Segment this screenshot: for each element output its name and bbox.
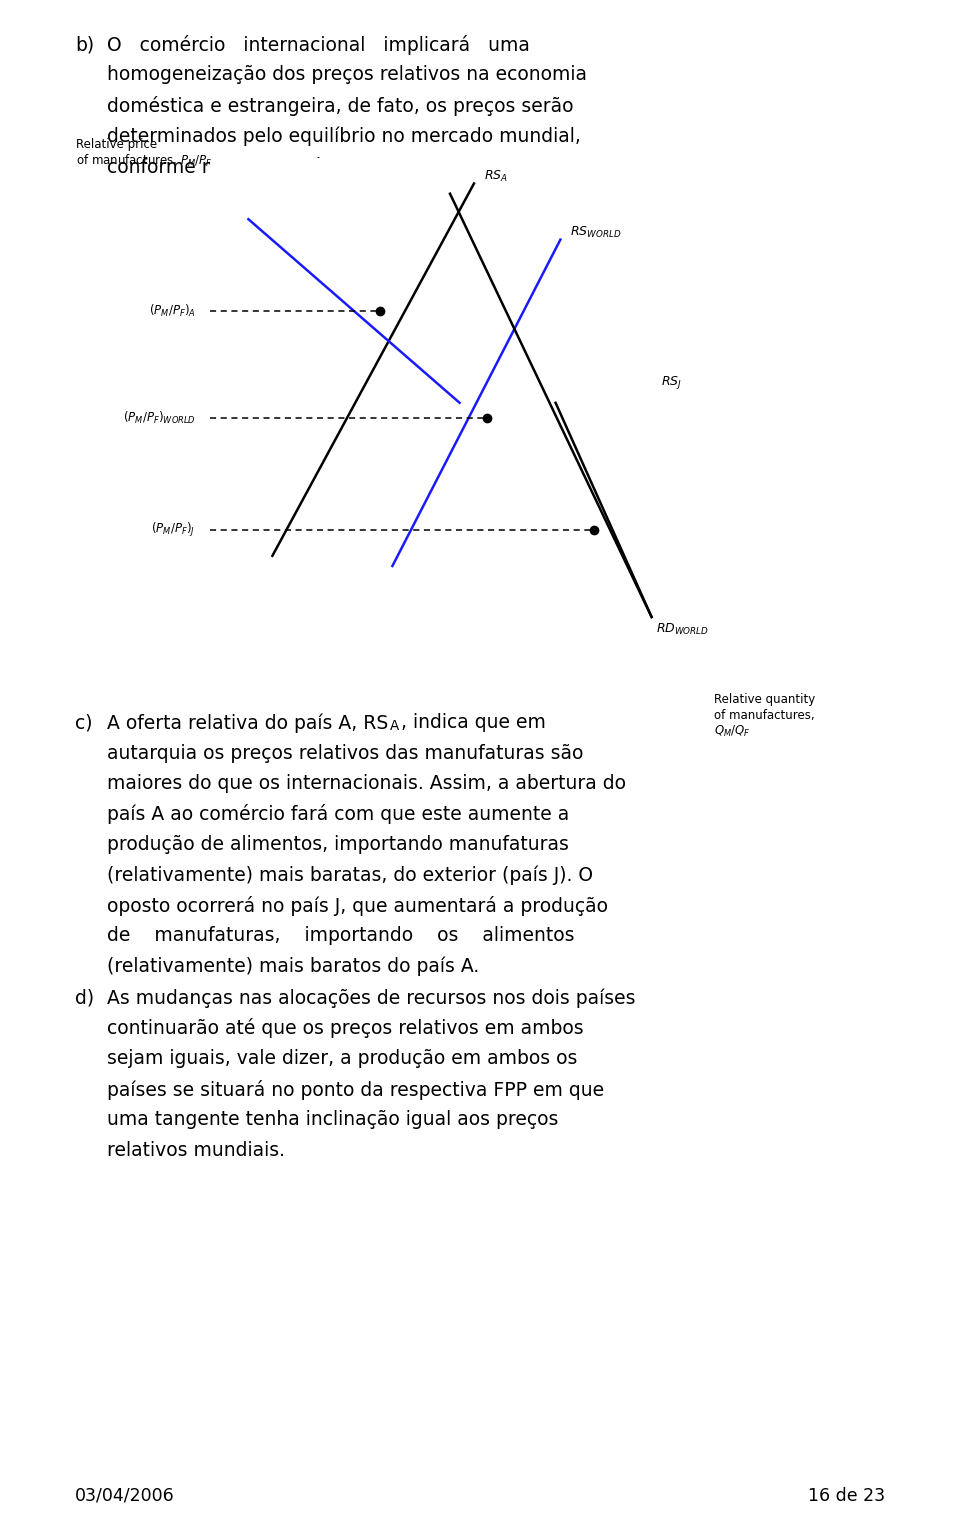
Text: $(P_M/P_F)_A$: $(P_M/P_F)_A$ [149,303,196,318]
Text: 03/04/2006: 03/04/2006 [75,1486,175,1505]
Text: de    manufaturas,    importando    os    alimentos: de manufaturas, importando os alimentos [107,926,574,946]
Text: produção de alimentos, importando manufaturas: produção de alimentos, importando manufa… [107,835,569,854]
Text: determinados pelo equilíbrio no mercado mundial,: determinados pelo equilíbrio no mercado … [107,126,581,146]
Text: Relative quantity
of manufactures,
$Q_M$/$Q_F$: Relative quantity of manufactures, $Q_M$… [714,693,815,739]
Text: autarquia os preços relativos das manufaturas são: autarquia os preços relativos das manufa… [107,743,584,763]
Text: , indica que em: , indica que em [401,713,546,733]
Text: $RD_{WORLD}$: $RD_{WORLD}$ [657,621,709,637]
Text: $RS_{WORLD}$: $RS_{WORLD}$ [570,224,621,239]
Text: oposto ocorrerá no país J, que aumentará a produção: oposto ocorrerá no país J, que aumentará… [107,896,608,915]
Text: $(P_M/P_F)_J$: $(P_M/P_F)_J$ [152,521,196,539]
Text: 16 de 23: 16 de 23 [808,1486,885,1505]
Text: relativos mundiais.: relativos mundiais. [107,1141,285,1159]
Text: $RS_A$: $RS_A$ [484,169,508,183]
Text: O   comércio   internacional   implicará   uma: O comércio internacional implicará uma [107,35,530,55]
Text: d): d) [75,988,94,1007]
Text: maiores do que os internacionais. Assim, a abertura do: maiores do que os internacionais. Assim,… [107,774,626,793]
Text: A oferta relativa do país A, RS: A oferta relativa do país A, RS [107,713,388,733]
Text: sejam iguais, vale dizer, a produção em ambos os: sejam iguais, vale dizer, a produção em … [107,1049,577,1068]
Text: país A ao comércio fará com que este aumente a: país A ao comércio fará com que este aum… [107,804,569,824]
Text: c): c) [75,713,92,733]
Text: As mudanças nas alocações de recursos nos dois países: As mudanças nas alocações de recursos no… [107,988,636,1008]
Text: (relativamente) mais baratos do país A.: (relativamente) mais baratos do país A. [107,956,479,976]
Text: doméstica e estrangeira, de fato, os preços serão: doméstica e estrangeira, de fato, os pre… [107,96,573,116]
Text: países se situará no ponto da respectiva FPP em que: países se situará no ponto da respectiva… [107,1080,604,1100]
Text: (relativamente) mais baratas, do exterior (país J). O: (relativamente) mais baratas, do exterio… [107,865,593,885]
Text: uma tangente tenha inclinação igual aos preços: uma tangente tenha inclinação igual aos … [107,1110,559,1129]
Text: continuarão até que os preços relativos em ambos: continuarão até que os preços relativos … [107,1019,584,1039]
Text: conforme mostra o gráfico abaixo:: conforme mostra o gráfico abaixo: [107,157,430,177]
Text: A: A [391,719,399,733]
Text: $RS_J$: $RS_J$ [661,375,683,391]
Text: b): b) [75,35,94,53]
Text: Relative price
of manufactures, $P_M$/$P_F$: Relative price of manufactures, $P_M$/$P… [76,137,212,169]
Text: homogeneização dos preços relativos na economia: homogeneização dos preços relativos na e… [107,65,587,84]
Text: $(P_M/P_F)_{WORLD}$: $(P_M/P_F)_{WORLD}$ [123,410,196,426]
